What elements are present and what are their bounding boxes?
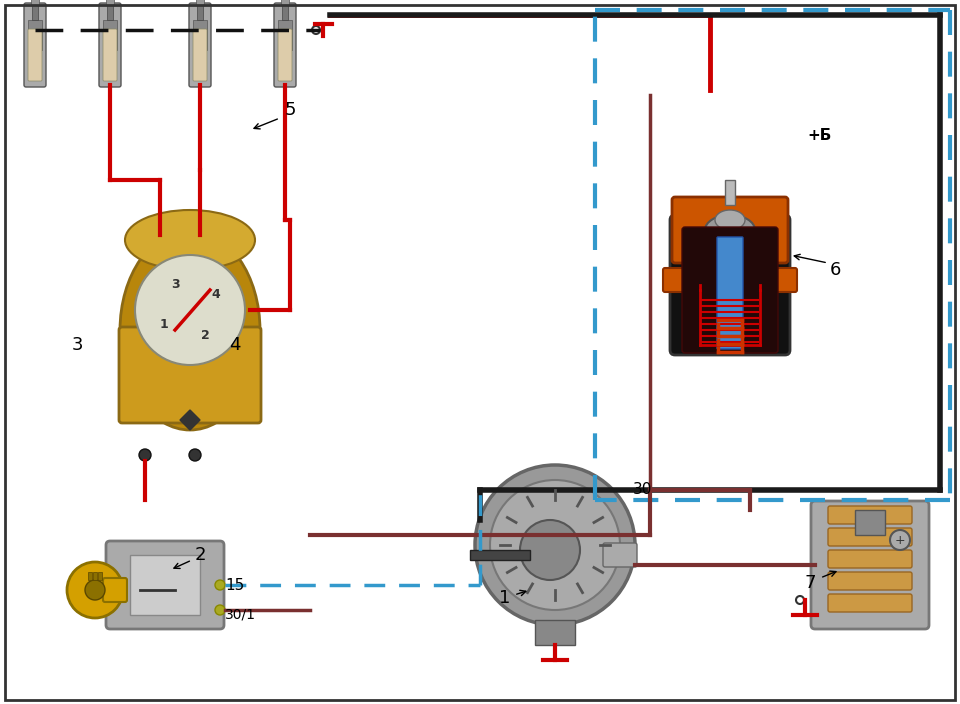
- Text: 3: 3: [171, 277, 180, 291]
- Bar: [197, 5, 203, 20]
- Text: 2: 2: [194, 546, 205, 564]
- Circle shape: [189, 449, 201, 461]
- Text: 2: 2: [201, 329, 209, 342]
- Ellipse shape: [120, 230, 260, 430]
- Circle shape: [139, 449, 151, 461]
- Circle shape: [890, 530, 910, 550]
- Bar: [470, 550, 530, 560]
- FancyBboxPatch shape: [189, 3, 211, 87]
- Circle shape: [796, 596, 804, 604]
- Circle shape: [215, 580, 225, 590]
- FancyBboxPatch shape: [828, 550, 912, 568]
- Circle shape: [67, 562, 123, 618]
- Text: 1: 1: [499, 589, 511, 607]
- Text: 4: 4: [211, 289, 221, 301]
- Bar: [28, 20, 42, 50]
- Circle shape: [312, 26, 320, 34]
- FancyBboxPatch shape: [828, 528, 912, 546]
- Bar: [103, 20, 117, 50]
- Bar: [31, 0, 39, 5]
- Bar: [93, 572, 97, 580]
- Bar: [98, 572, 102, 580]
- FancyBboxPatch shape: [278, 29, 292, 81]
- FancyBboxPatch shape: [828, 572, 912, 590]
- Bar: [130, 555, 200, 615]
- Bar: [743, 255, 757, 270]
- Circle shape: [475, 465, 635, 625]
- Bar: [278, 20, 292, 50]
- FancyBboxPatch shape: [193, 29, 207, 81]
- Circle shape: [490, 480, 620, 610]
- Bar: [725, 180, 735, 205]
- FancyBboxPatch shape: [663, 268, 797, 292]
- Text: 6: 6: [829, 261, 841, 279]
- FancyBboxPatch shape: [103, 578, 127, 602]
- Ellipse shape: [715, 210, 745, 230]
- Bar: [282, 5, 288, 20]
- Text: 7: 7: [804, 574, 816, 592]
- FancyBboxPatch shape: [99, 3, 121, 87]
- FancyBboxPatch shape: [28, 29, 42, 81]
- FancyBboxPatch shape: [119, 327, 261, 423]
- FancyBboxPatch shape: [682, 227, 778, 353]
- FancyBboxPatch shape: [106, 541, 224, 629]
- Bar: [535, 620, 575, 645]
- Bar: [855, 510, 885, 535]
- FancyBboxPatch shape: [103, 29, 117, 81]
- FancyBboxPatch shape: [717, 237, 743, 349]
- Bar: [196, 0, 204, 5]
- Bar: [106, 0, 114, 5]
- FancyBboxPatch shape: [811, 501, 929, 629]
- Text: 1: 1: [159, 318, 168, 332]
- Bar: [700, 248, 710, 260]
- Bar: [281, 0, 289, 5]
- Bar: [107, 5, 113, 20]
- FancyBboxPatch shape: [24, 3, 46, 87]
- Polygon shape: [180, 410, 200, 430]
- Text: 3: 3: [71, 336, 83, 354]
- Ellipse shape: [125, 210, 255, 270]
- Ellipse shape: [705, 215, 755, 245]
- Circle shape: [215, 605, 225, 615]
- FancyBboxPatch shape: [670, 215, 790, 355]
- Text: 15: 15: [225, 577, 244, 593]
- Circle shape: [135, 255, 245, 365]
- Text: 4: 4: [229, 336, 241, 354]
- FancyBboxPatch shape: [828, 506, 912, 524]
- FancyBboxPatch shape: [828, 594, 912, 612]
- Circle shape: [520, 520, 580, 580]
- Bar: [32, 5, 38, 20]
- Circle shape: [85, 580, 105, 600]
- Text: 30: 30: [633, 482, 652, 498]
- Bar: [88, 572, 92, 580]
- Text: 5: 5: [285, 101, 297, 119]
- Bar: [745, 248, 755, 260]
- FancyBboxPatch shape: [672, 197, 788, 263]
- Bar: [698, 255, 712, 270]
- FancyBboxPatch shape: [274, 3, 296, 87]
- Text: 30/1: 30/1: [225, 608, 256, 622]
- Text: +: +: [895, 534, 905, 546]
- FancyBboxPatch shape: [603, 543, 637, 567]
- Text: +Б: +Б: [807, 127, 832, 142]
- Bar: [193, 20, 207, 50]
